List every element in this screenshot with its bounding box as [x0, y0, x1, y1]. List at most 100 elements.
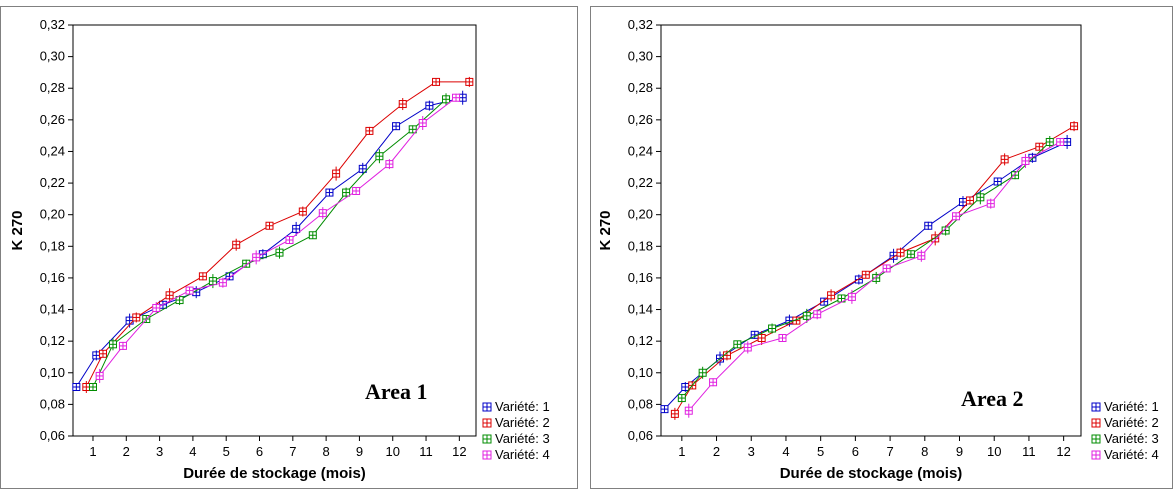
data-point: [952, 212, 961, 221]
data-point: [275, 248, 284, 257]
x-tick-label: 8: [921, 444, 928, 459]
x-tick-label: 1: [89, 444, 96, 459]
data-point: [670, 409, 679, 418]
legend-item-variete-3: [1091, 434, 1101, 444]
data-point: [332, 169, 341, 178]
data-point: [185, 286, 194, 295]
data-point: [285, 235, 294, 244]
legend-label: Variété: 4: [495, 447, 550, 462]
data-point: [252, 253, 261, 262]
y-tick-label: 0,30: [40, 49, 65, 64]
data-point: [872, 273, 881, 282]
x-tick-label: 10: [987, 444, 1001, 459]
data-point: [118, 341, 127, 350]
data-point: [108, 340, 117, 349]
data-point: [906, 250, 915, 259]
y-tick-label: 0,30: [628, 49, 653, 64]
y-tick-label: 0,32: [40, 17, 65, 32]
y-tick-label: 0,26: [40, 112, 65, 127]
data-point: [882, 264, 891, 273]
data-point: [392, 122, 401, 131]
data-point: [768, 324, 777, 333]
data-point: [198, 272, 207, 281]
data-point: [757, 333, 766, 342]
x-tick-label: 2: [123, 444, 130, 459]
data-point: [1045, 137, 1054, 146]
legend-item-variete-3: [482, 434, 492, 444]
data-point: [265, 221, 274, 230]
y-tick-label: 0,28: [628, 80, 653, 95]
data-point: [132, 313, 141, 322]
data-point: [1056, 137, 1065, 146]
data-point: [232, 240, 241, 249]
data-point: [965, 196, 974, 205]
legend-label: Variété: 2: [495, 415, 550, 430]
data-point: [1035, 142, 1044, 151]
chart-svg-area-2: 0,06 0,08 0,10 0,12 0,14 0,16 0,18 0,20 0,22 0,24…: [590, 6, 1173, 489]
data-point: [88, 382, 97, 391]
legend-label: Variété: 3: [1104, 431, 1159, 446]
data-point: [298, 207, 307, 216]
data-point: [847, 292, 856, 301]
data-point: [352, 186, 361, 195]
y-tick-label: 0,22: [628, 175, 653, 190]
data-point: [308, 231, 317, 240]
y-tick-label: 0,26: [628, 112, 653, 127]
data-point: [92, 351, 101, 360]
x-tick-label: 3: [748, 444, 755, 459]
data-point: [684, 406, 693, 415]
legend-label: Variété: 1: [495, 399, 550, 414]
data-point: [709, 378, 718, 387]
y-tick-label: 0,28: [40, 80, 65, 95]
data-point: [924, 221, 933, 230]
data-point: [218, 278, 227, 287]
chart-svg-area-1: 0,06 0,08 0,10 0,12 0,14 0,16 0,18 0,20 0,22 0,24…: [0, 6, 578, 489]
data-point: [465, 77, 474, 86]
y-tick-label: 0,08: [40, 396, 65, 411]
y-tick-label: 0,18: [628, 238, 653, 253]
data-point: [325, 188, 334, 197]
x-tick-label: 7: [886, 444, 893, 459]
plot-area: [660, 24, 1082, 437]
legend-item-variete-4: [1091, 450, 1101, 460]
y-tick-label: 0,20: [40, 207, 65, 222]
x-tick-label: 12: [1056, 444, 1070, 459]
data-point: [896, 248, 905, 257]
data-point: [1070, 122, 1079, 131]
data-point: [442, 95, 451, 104]
legend-item-variete-2: [482, 418, 492, 428]
data-point: [827, 291, 836, 300]
chart-panel-area-2: 0,06 0,08 0,10 0,12 0,14 0,16 0,18 0,20 0,22 0,24…: [590, 0, 1173, 496]
x-tick-label: 11: [1022, 444, 1035, 459]
data-point: [698, 368, 707, 377]
data-point: [418, 119, 427, 128]
x-tick-label: 5: [223, 444, 230, 459]
legend-label: Variété: 1: [1104, 399, 1159, 414]
y-tick-label: 0,12: [628, 333, 653, 348]
y-tick-label: 0,20: [628, 207, 653, 222]
data-point: [993, 177, 1002, 186]
y-tick-label: 0,16: [628, 270, 653, 285]
data-point: [861, 270, 870, 279]
data-point: [733, 340, 742, 349]
y-tick-label: 0,12: [40, 333, 65, 348]
x-tick-label: 9: [356, 444, 363, 459]
y-axis-title: K 270: [597, 210, 614, 250]
data-point: [813, 310, 822, 319]
data-point: [743, 343, 752, 352]
x-tick-label: 12: [452, 444, 466, 459]
data-point: [208, 277, 217, 286]
legend-item-variete-1: [482, 402, 492, 412]
data-point: [452, 93, 461, 102]
y-tick-label: 0,10: [40, 365, 65, 380]
data-point: [82, 382, 91, 391]
y-tick-label: 0,16: [40, 270, 65, 285]
y-tick-label: 0,14: [628, 302, 653, 317]
y-tick-label: 0,32: [628, 17, 653, 32]
data-point: [1000, 155, 1009, 164]
data-point: [677, 394, 686, 403]
data-point: [681, 382, 690, 391]
x-tick-label: 5: [817, 444, 824, 459]
data-point: [458, 93, 467, 102]
y-tick-label: 0,06: [628, 428, 653, 443]
